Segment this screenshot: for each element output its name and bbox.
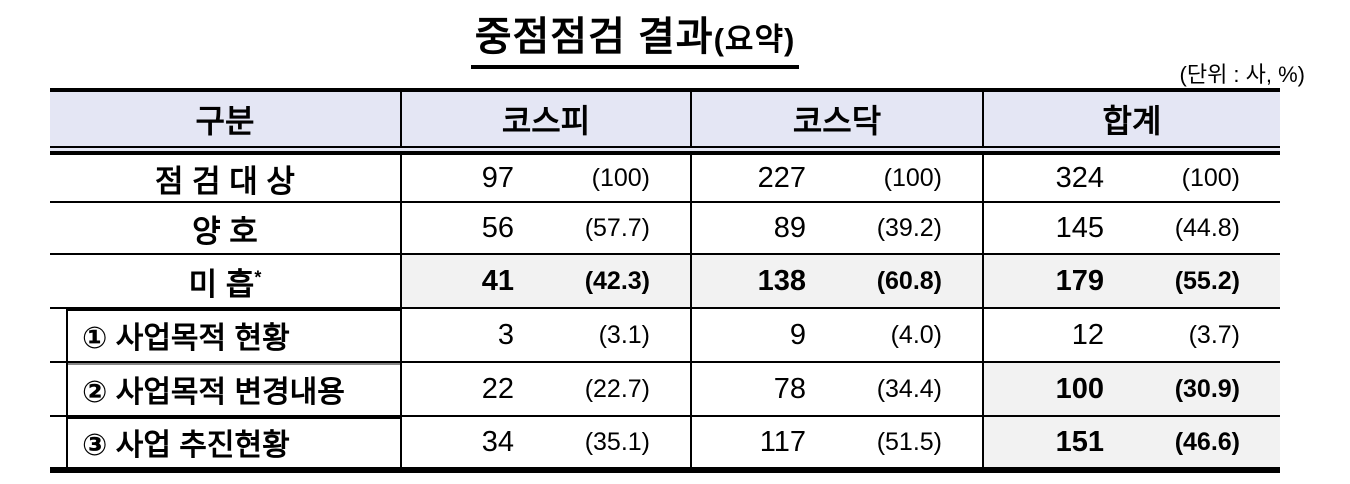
table-row-business-purpose-change: ② 사업목적 변경내용 22 (22.7) 78 (34.4) 100 (30.9) — [50, 361, 1280, 415]
header-cell-kospi: 코스피 — [400, 92, 690, 146]
percent-value: (100) — [591, 163, 650, 192]
value-cell-highlight: 151 (46.6) — [982, 415, 1280, 467]
row-label: 점 검 대 상 — [155, 163, 295, 199]
count-value: 3 — [497, 318, 514, 351]
table-header-row: 구분 코스피 코스닥 합계 — [50, 92, 1280, 153]
count-value: 78 — [773, 372, 806, 405]
count-value: 100 — [1055, 372, 1104, 405]
percent-value: (22.7) — [584, 374, 650, 403]
value-cell-highlight: 138 (60.8) — [690, 253, 982, 307]
percent-value: (3.7) — [1188, 320, 1240, 349]
value-cell-highlight: 100 (30.9) — [982, 361, 1280, 415]
row-label: ② 사업목적 변경내용 — [82, 376, 345, 409]
unit-note: (단위 : 사, %) — [1179, 62, 1306, 87]
count-value: 22 — [481, 372, 514, 405]
page-title: 중점점검 결과(요약) — [470, 14, 800, 69]
percent-value: (46.6) — [1174, 427, 1240, 456]
value-cell: 12 (3.7) — [982, 307, 1280, 361]
percent-value: (4.0) — [890, 320, 942, 349]
value-cell-highlight: 41 (42.3) — [400, 253, 690, 307]
value-cell: 78 (34.4) — [690, 361, 982, 415]
table-row-business-purpose-status: ① 사업목적 현황 3 (3.1) 9 (4.0) 12 (3.7) — [50, 307, 1280, 361]
page-title-suffix: (요약) — [713, 22, 796, 57]
percent-value: (35.1) — [584, 427, 650, 456]
percent-value: (55.2) — [1174, 266, 1240, 295]
percent-value: (60.8) — [876, 266, 942, 295]
value-cell: 227 (100) — [690, 153, 982, 201]
value-cell-highlight: 179 (55.2) — [982, 253, 1280, 307]
value-cell: 117 (51.5) — [690, 415, 982, 467]
count-value: 89 — [773, 211, 806, 244]
count-value: 9 — [789, 318, 806, 351]
count-value: 324 — [1055, 161, 1104, 194]
header-cell-total: 합계 — [982, 92, 1280, 146]
row-label: 양 호 — [192, 213, 258, 249]
value-cell: 56 (57.7) — [400, 201, 690, 253]
row-label: 미 흡* — [188, 266, 262, 302]
count-value: 12 — [1071, 318, 1104, 351]
count-value: 145 — [1055, 211, 1104, 244]
value-cell: 9 (4.0) — [690, 307, 982, 361]
value-cell: 145 (44.8) — [982, 201, 1280, 253]
percent-value: (3.1) — [598, 320, 650, 349]
table-row-inspection-target: 점 검 대 상 97 (100) 227 (100) 324 (100) — [50, 153, 1280, 201]
summary-table: 구분 코스피 코스닥 합계 점 검 대 상 97 (100) 227 (100) 3… — [50, 88, 1280, 473]
table-row-insufficient: 미 흡* 41 (42.3) 138 (60.8) 179 (55.2) — [50, 253, 1280, 307]
row-label: ① 사업목적 현황 — [82, 322, 290, 355]
count-value: 34 — [481, 425, 514, 458]
value-cell: 97 (100) — [400, 153, 690, 201]
percent-value: (100) — [883, 163, 942, 192]
table-row-good: 양 호 56 (57.7) 89 (39.2) 145 (44.8) — [50, 201, 1280, 253]
page-title-main: 중점점검 결과 — [474, 15, 714, 59]
count-value: 179 — [1055, 264, 1104, 297]
count-value: 56 — [481, 211, 514, 244]
percent-value: (51.5) — [876, 427, 942, 456]
percent-value: (34.4) — [876, 374, 942, 403]
count-value: 41 — [481, 264, 514, 297]
header-cell-category: 구분 — [195, 103, 255, 139]
row-label: ③ 사업 추진현황 — [82, 429, 290, 462]
value-cell: 3 (3.1) — [400, 307, 690, 361]
count-value: 227 — [757, 161, 806, 194]
percent-value: (57.7) — [584, 213, 650, 242]
count-value: 117 — [759, 425, 806, 458]
percent-value: (44.8) — [1174, 213, 1240, 242]
count-value: 138 — [757, 264, 806, 297]
percent-value: (100) — [1181, 163, 1240, 192]
value-cell: 89 (39.2) — [690, 201, 982, 253]
header-cell-kosdaq: 코스닥 — [690, 92, 982, 146]
table-row-business-progress: ③ 사업 추진현황 34 (35.1) 117 (51.5) 151 (46.6) — [50, 415, 1280, 467]
percent-value: (39.2) — [876, 213, 942, 242]
title-wrap: 중점점검 결과(요약) — [0, 14, 1270, 69]
value-cell: 34 (35.1) — [400, 415, 690, 467]
value-cell: 22 (22.7) — [400, 361, 690, 415]
footnote-asterisk: * — [254, 267, 262, 288]
value-cell: 324 (100) — [982, 153, 1280, 201]
percent-value: (42.3) — [584, 266, 650, 295]
count-value: 97 — [481, 161, 514, 194]
percent-value: (30.9) — [1174, 374, 1240, 403]
count-value: 151 — [1055, 425, 1104, 458]
